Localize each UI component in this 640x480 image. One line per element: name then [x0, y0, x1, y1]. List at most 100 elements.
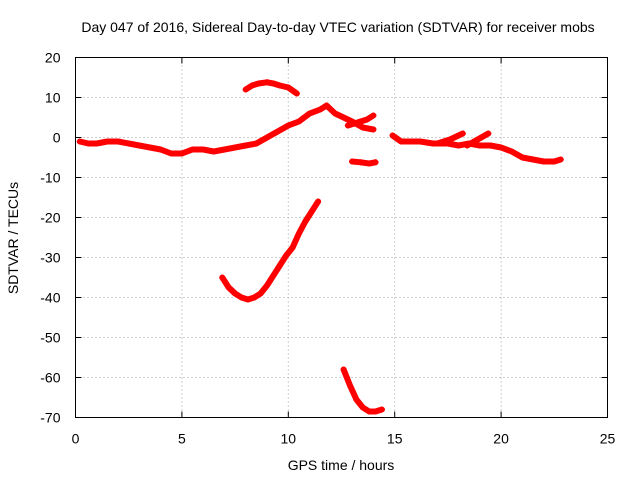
data-point — [353, 396, 360, 403]
data-point — [276, 262, 283, 269]
data-point — [519, 154, 526, 161]
data-point — [498, 144, 505, 151]
data-point — [317, 106, 324, 113]
y-tick-label: -40 — [40, 290, 60, 306]
series-arc-spur-b — [464, 130, 492, 149]
data-point — [378, 406, 385, 413]
data-point — [487, 142, 494, 149]
data-point — [302, 218, 309, 225]
x-tick-label: 20 — [493, 431, 509, 447]
data-point — [232, 144, 239, 151]
data-point — [340, 114, 347, 121]
y-tick-label: -60 — [40, 370, 60, 386]
y-tick-label: -10 — [40, 170, 60, 186]
data-point — [372, 408, 379, 415]
data-point — [308, 208, 315, 215]
y-tick-label: -50 — [40, 330, 60, 346]
series-arc-high — [242, 79, 300, 97]
y-tick-label: 0 — [53, 130, 61, 146]
data-point — [306, 110, 313, 117]
data-point — [85, 140, 92, 147]
data-point — [242, 86, 249, 93]
series-trace — [219, 198, 322, 303]
y-tick-label: -20 — [40, 210, 60, 226]
x-tick-label: 0 — [72, 431, 80, 447]
data-point — [357, 159, 364, 166]
data-point — [485, 130, 492, 137]
data-point — [93, 140, 100, 147]
x-tick-label: 5 — [178, 431, 186, 447]
data-point — [264, 282, 271, 289]
series-arc-rise-late — [344, 112, 377, 129]
data-point — [434, 140, 441, 147]
data-point — [274, 128, 281, 135]
data-point — [315, 198, 322, 205]
data-point — [219, 274, 226, 281]
x-tick-label: 25 — [600, 431, 616, 447]
series-arc-dip — [219, 198, 322, 303]
data-point — [372, 159, 379, 166]
data-point — [285, 122, 292, 129]
data-point — [255, 80, 262, 87]
data-point — [251, 294, 258, 301]
x-tick-label: 15 — [387, 431, 403, 447]
data-point — [289, 244, 296, 251]
series-arc-fall — [340, 366, 385, 415]
data-point — [406, 138, 413, 145]
data-point — [242, 142, 249, 149]
data-point — [200, 146, 207, 153]
data-point — [115, 138, 122, 145]
data-point — [264, 79, 271, 86]
data-point — [293, 90, 300, 97]
data-point — [370, 126, 377, 133]
data-point — [455, 142, 462, 149]
data-point — [238, 294, 245, 301]
series-trace — [76, 102, 377, 157]
data-point — [168, 150, 175, 157]
data-point — [104, 138, 111, 145]
series-arc-main-late — [389, 132, 564, 165]
data-point — [551, 158, 558, 165]
data-point — [540, 158, 547, 165]
data-point — [347, 382, 354, 389]
data-point — [344, 122, 351, 129]
data-point — [557, 156, 564, 163]
data-point — [447, 136, 454, 143]
data-point — [295, 118, 302, 125]
data-point — [210, 148, 217, 155]
x-tick-label: 10 — [281, 431, 297, 447]
data-point — [283, 252, 290, 259]
y-tick-label: 10 — [45, 90, 61, 106]
data-point — [295, 230, 302, 237]
data-point — [508, 148, 515, 155]
data-point — [398, 138, 405, 145]
series-arc-main-early — [76, 102, 377, 157]
data-point — [476, 142, 483, 149]
data-point — [125, 140, 132, 147]
data-point — [530, 156, 537, 163]
series-arc-short-low — [349, 158, 379, 167]
data-point — [332, 110, 339, 117]
data-point — [178, 150, 185, 157]
series-arc-spur-a — [434, 130, 466, 147]
data-point — [136, 142, 143, 149]
data-point — [285, 84, 292, 91]
tick-labels: 0 5 10 15 20 25 20 10 0 -10 -20 -30 -40 -50 -60 -70 — [40, 50, 615, 447]
data-point — [370, 112, 377, 119]
series-trace — [349, 158, 379, 167]
data-point — [459, 130, 466, 137]
data-point — [366, 408, 373, 415]
y-tick-label: 20 — [45, 50, 61, 66]
data-point — [157, 146, 164, 153]
data-point — [417, 138, 424, 145]
data-point — [357, 118, 364, 125]
axis-ticks — [75, 57, 608, 418]
data-point — [264, 134, 271, 141]
data-point — [76, 138, 83, 145]
data-point — [340, 366, 347, 373]
data-point — [351, 120, 358, 127]
data-point — [257, 290, 264, 297]
data-point — [146, 144, 153, 151]
data-point — [270, 272, 277, 279]
